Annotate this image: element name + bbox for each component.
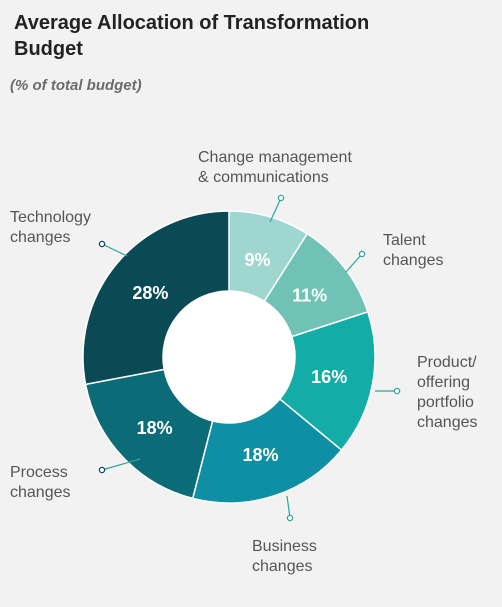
slice-value-label-5: 28% [132, 283, 168, 303]
callout-line-3 [286, 495, 291, 519]
callout-dot-2 [393, 387, 401, 395]
callout-line-1 [345, 253, 363, 273]
category-label-3: Business changes [252, 538, 317, 575]
category-label-1: Talent changes [383, 232, 444, 269]
chart-subtitle: (% of total budget) [10, 77, 142, 94]
slice-value-label-3: 18% [243, 445, 279, 465]
callout-line-0 [269, 197, 282, 223]
callout-dot-4 [98, 466, 106, 474]
callout-line-5 [101, 243, 128, 257]
callout-dot-1 [358, 250, 366, 258]
donut-hole [163, 291, 295, 423]
callout-dot-5 [98, 240, 106, 248]
callout-dot-0 [277, 194, 285, 202]
callouts-group [98, 194, 401, 522]
slice-value-label-4: 18% [137, 418, 173, 438]
category-label-0: Change management & communications [198, 149, 352, 186]
slice-value-label-0: 9% [244, 250, 270, 270]
slices-group [82, 210, 376, 504]
chart-title: Average Allocation of Transformation Bud… [14, 12, 370, 60]
callout-line-4 [101, 458, 141, 471]
callout-dot-3 [286, 514, 294, 522]
category-labels-group: Change management & communications Talent c… [10, 149, 478, 575]
category-label-2: Product/offering portfolio changes [417, 354, 478, 431]
category-label-4: Process changes [10, 464, 71, 501]
category-label-5: Technology changes [10, 209, 91, 246]
slice-value-label-2: 16% [311, 367, 347, 387]
slice-value-label-1: 11% [292, 285, 327, 305]
value-labels-group: 9% 11% 16% 18% 18% 28% [132, 250, 347, 465]
